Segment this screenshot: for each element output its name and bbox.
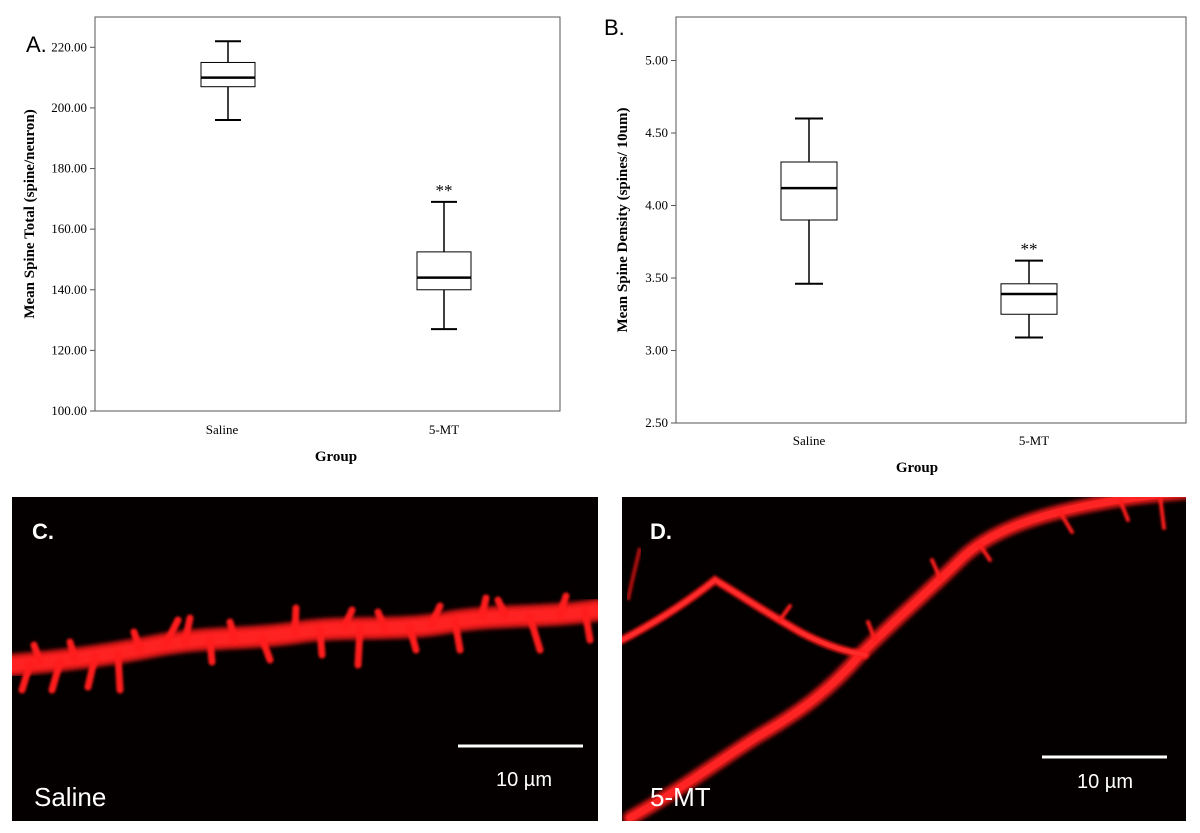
panel-label-b: B. xyxy=(604,15,625,40)
y-tick-label: 2.50 xyxy=(645,415,668,430)
y-ticks-a: 100.00 120.00 140.00 160.00 180.00 200.00 220.… xyxy=(51,39,95,418)
significance-marker-5mt: ** xyxy=(436,181,453,200)
category-label-5mt-a: 5-MT xyxy=(429,422,459,437)
condition-label-5mt: 5-MT xyxy=(650,782,711,812)
y-tick-label: 4.00 xyxy=(645,198,668,213)
iqr-box-saline xyxy=(780,161,838,221)
micrograph-d: D. 5-MT 10 µm xyxy=(622,497,1186,821)
panel-label-c: C. xyxy=(32,519,54,544)
panel-label-a: A. xyxy=(26,32,47,57)
dendrite-5mt-image xyxy=(622,497,1186,821)
y-tick-label: 4.50 xyxy=(645,125,668,140)
boxes-a: ** xyxy=(200,40,472,331)
dendrite-saline-image xyxy=(12,592,598,694)
chart-a: A. 100.00 120.00 140.00 160.00 180.00 200.00 2… xyxy=(22,16,561,465)
y-tick-label: 200.00 xyxy=(51,100,87,115)
y-tick-label: 5.00 xyxy=(645,53,668,68)
iqr-box-5mt xyxy=(416,251,472,291)
condition-label-saline: Saline xyxy=(34,782,106,812)
y-tick-label: 140.00 xyxy=(51,282,87,297)
category-label-5mt-b: 5-MT xyxy=(1019,433,1049,448)
boxes-b: ** xyxy=(780,117,1058,339)
plot-frame-a xyxy=(94,16,561,412)
y-axis-title-a: Mean Spine Total (spine/neuron) xyxy=(22,109,38,318)
iqr-box-5mt xyxy=(1000,283,1058,315)
chart-b: B. 2.50 3.00 3.50 4.00 4.50 5.00 ** Saline 5-… xyxy=(604,15,1187,476)
x-axis-title-b: Group xyxy=(896,460,938,476)
category-label-saline-b: Saline xyxy=(793,433,826,448)
y-tick-label: 220.00 xyxy=(51,39,87,54)
significance-marker-5mt: ** xyxy=(1021,240,1038,259)
y-axis-title-b: Mean Spine Density (spines/ 10um) xyxy=(615,107,631,332)
scale-bar-label-c: 10 µm xyxy=(496,769,552,791)
y-tick-label: 100.00 xyxy=(51,403,87,418)
iqr-box-saline xyxy=(200,61,256,88)
x-axis-title-a: Group xyxy=(315,449,357,465)
plot-frame-b xyxy=(675,16,1187,424)
y-ticks-b: 2.50 3.00 3.50 4.00 4.50 5.00 xyxy=(645,53,676,430)
panel-label-d: D. xyxy=(650,519,672,544)
y-tick-label: 180.00 xyxy=(51,161,87,176)
y-tick-label: 160.00 xyxy=(51,221,87,236)
category-label-saline-a: Saline xyxy=(206,422,239,437)
y-tick-label: 120.00 xyxy=(51,342,87,357)
y-tick-label: 3.50 xyxy=(645,270,668,285)
y-tick-label: 3.00 xyxy=(645,343,668,358)
micrograph-c: C. Saline 10 µm xyxy=(12,497,598,821)
scale-bar-label-d: 10 µm xyxy=(1077,771,1133,793)
